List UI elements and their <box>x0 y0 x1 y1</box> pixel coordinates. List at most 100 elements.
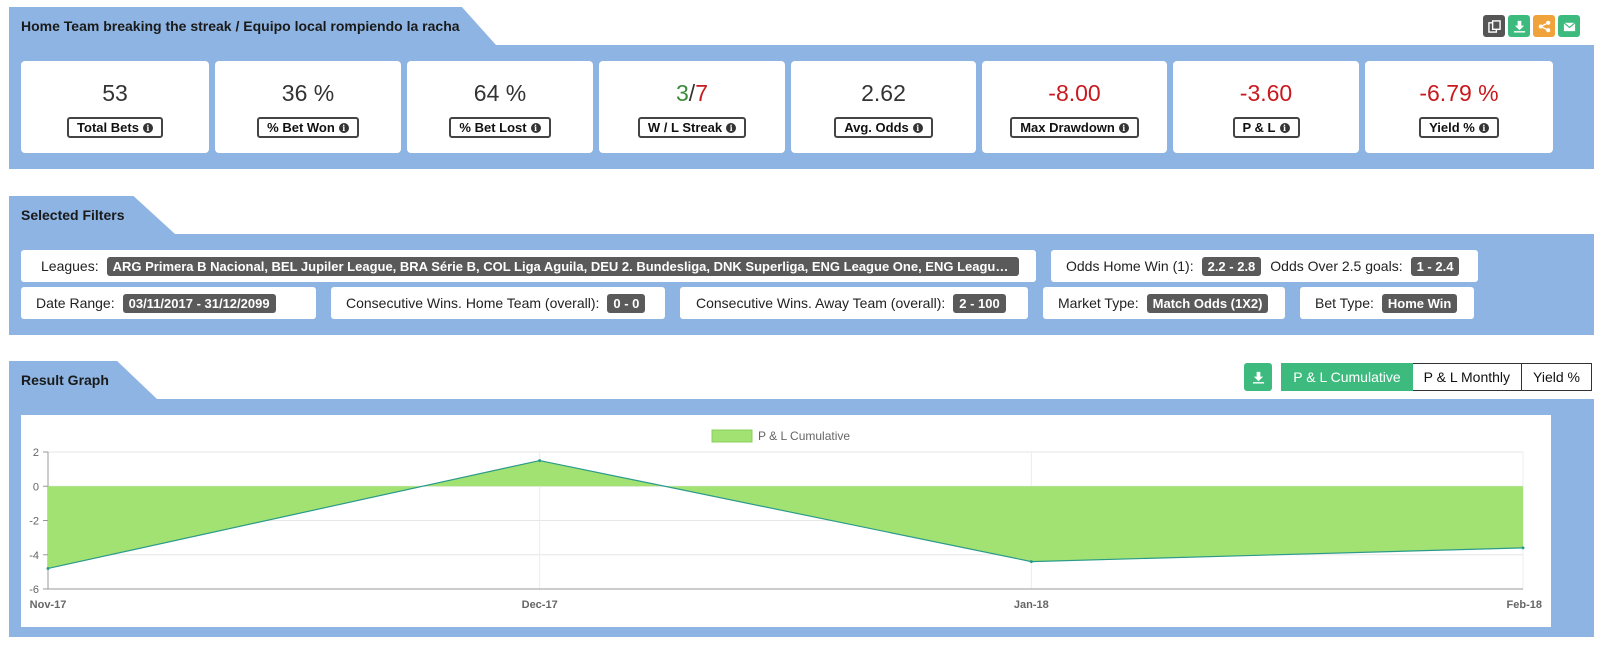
filter-value: Match Odds (1X2) <box>1146 293 1269 313</box>
stat-value: -3.60 <box>1239 80 1293 106</box>
toggle-pl-monthly[interactable]: P & L Monthly <box>1412 363 1523 391</box>
info-icon: i <box>726 122 737 133</box>
legend-swatch <box>711 429 753 443</box>
filter-cons-away: Consecutive Wins. Away Team (overall): 2… <box>680 287 1028 319</box>
loss-streak: 7 <box>695 80 708 106</box>
filter-market-type: Market Type: Match Odds (1X2) <box>1043 287 1285 319</box>
stat-label[interactable]: % Bet Won i <box>257 117 359 138</box>
download-icon[interactable] <box>1508 15 1530 37</box>
win-streak: 3 <box>676 80 689 106</box>
filter-leagues: Leagues: ARG Primera B Nacional, BEL Jup… <box>21 250 1036 282</box>
share-icon[interactable] <box>1533 15 1555 37</box>
y-tick-label: 2 <box>33 447 39 459</box>
filter-value: ARG Primera B Nacional, BEL Jupiler Leag… <box>106 256 1019 276</box>
stat-label[interactable]: Total Bets i <box>67 117 163 138</box>
filter-value: Home Win <box>1381 293 1458 313</box>
filter-value: 1 - 2.4 <box>1410 256 1460 276</box>
y-tick-label: -4 <box>29 550 39 562</box>
streak-separator: / <box>688 80 696 106</box>
stat-label-text: P & L <box>1242 120 1276 135</box>
filter-value: 0 - 0 <box>607 293 646 313</box>
filter-value: 2.2 - 2.8 <box>1201 256 1262 276</box>
data-point <box>1521 546 1525 550</box>
info-icon: i <box>1478 122 1489 133</box>
x-tick-label: Nov-17 <box>30 599 67 611</box>
filter-label: Date Range: <box>36 295 115 311</box>
stat-cards: 53 Total Bets i 36 % % Bet Won i 64 % % Be… <box>21 61 1553 153</box>
filter-cons-home: Consecutive Wins. Home Team (overall): 0… <box>331 287 665 319</box>
data-point <box>1029 560 1033 564</box>
chart-container: 2 0 -2 -4 -6 Nov-17 Dec-17 Jan-18 Feb-18 P & L Cu… <box>21 415 1551 627</box>
stat-label-text: % Bet Lost <box>459 120 527 135</box>
series-area <box>48 460 1523 569</box>
toggle-pl-cumulative[interactable]: P & L Cumulative <box>1281 363 1413 391</box>
stat-label[interactable]: W / L Streak i <box>637 117 747 138</box>
filter-label: Odds Over 2.5 goals: <box>1270 258 1403 274</box>
stat-label-text: Total Bets <box>77 120 139 135</box>
y-tick-label: -6 <box>29 584 39 596</box>
filter-label: Bet Type: <box>1315 295 1374 311</box>
filter-label: Consecutive Wins. Away Team (overall): <box>696 295 946 311</box>
info-icon: i <box>142 122 153 133</box>
y-tick-label: -2 <box>29 516 39 528</box>
info-icon: i <box>912 122 923 133</box>
graph-title: Result Graph <box>9 361 157 399</box>
stat-value: -6.79 % <box>1419 80 1499 106</box>
stat-value: 2.62 <box>861 80 906 106</box>
info-icon: i <box>1279 122 1290 133</box>
stat-label-text: Yield % <box>1429 120 1475 135</box>
legend-label: P & L Cumulative <box>758 429 850 443</box>
info-icon: i <box>1118 122 1129 133</box>
stat-label-text: W / L Streak <box>647 120 723 135</box>
pl-chart: 2 0 -2 -4 -6 Nov-17 Dec-17 Jan-18 Feb-18 P & L Cu… <box>29 429 1542 611</box>
envelope-icon[interactable] <box>1558 15 1580 37</box>
stat-yield: -6.79 % Yield % i <box>1365 61 1553 153</box>
stat-label[interactable]: Avg. Odds i <box>834 117 933 138</box>
filter-value: 03/11/2017 - 31/12/2099 <box>122 293 276 313</box>
page-title: Home Team breaking the streak / Equipo l… <box>9 7 496 45</box>
stat-avg-odds: 2.62 Avg. Odds i <box>791 61 976 153</box>
stat-wl-streak: 3/7 W / L Streak i <box>599 61 785 153</box>
stat-value: 36 % <box>281 80 335 106</box>
x-tick-label: Feb-18 <box>1507 599 1542 611</box>
stat-label[interactable]: Yield % i <box>1419 117 1499 138</box>
stat-label-text: Max Drawdown <box>1020 120 1115 135</box>
y-tick-label: 0 <box>33 481 39 493</box>
info-icon: i <box>338 122 349 133</box>
stat-value: 64 % <box>473 80 527 106</box>
toggle-yield[interactable]: Yield % <box>1522 363 1592 391</box>
x-tick-label: Jan-18 <box>1014 599 1049 611</box>
series-line <box>47 459 1524 570</box>
stat-label[interactable]: Max Drawdown i <box>1010 117 1139 138</box>
stat-max-drawdown: -8.00 Max Drawdown i <box>982 61 1167 153</box>
filter-label: Consecutive Wins. Home Team (overall): <box>346 295 600 311</box>
filter-label: Leagues: <box>41 258 99 274</box>
graph-download-button[interactable] <box>1244 363 1273 391</box>
copy-icon[interactable] <box>1483 15 1505 37</box>
filter-label: Odds Home Win (1): <box>1066 258 1194 274</box>
stat-value: 3/7 <box>676 80 708 107</box>
download-icon <box>1252 371 1264 384</box>
stat-value: 53 <box>102 80 128 106</box>
filter-date-range: Date Range: 03/11/2017 - 31/12/2099 <box>21 287 316 319</box>
info-icon: i <box>530 122 541 133</box>
stat-label-text: % Bet Won <box>267 120 335 135</box>
stat-label[interactable]: % Bet Lost i <box>449 117 551 138</box>
data-point <box>538 459 542 463</box>
filter-odds: Odds Home Win (1): 2.2 - 2.8 Odds Over 2… <box>1051 250 1478 282</box>
stat-label-text: Avg. Odds <box>844 120 909 135</box>
filters-title: Selected Filters <box>9 196 175 234</box>
stat-bet-won: 36 % % Bet Won i <box>215 61 401 153</box>
graph-toolbar: P & L Cumulative P & L Monthly Yield % <box>1244 363 1592 391</box>
header-actions <box>1483 15 1580 37</box>
x-tick-label: Dec-17 <box>522 599 558 611</box>
filter-value: 2 - 100 <box>953 293 1006 313</box>
filter-label: Market Type: <box>1058 295 1139 311</box>
stat-bet-lost: 64 % % Bet Lost i <box>407 61 593 153</box>
stat-total-bets: 53 Total Bets i <box>21 61 209 153</box>
stat-value: -8.00 <box>1048 80 1101 106</box>
data-point <box>46 566 50 570</box>
filter-bet-type: Bet Type: Home Win <box>1300 287 1474 319</box>
